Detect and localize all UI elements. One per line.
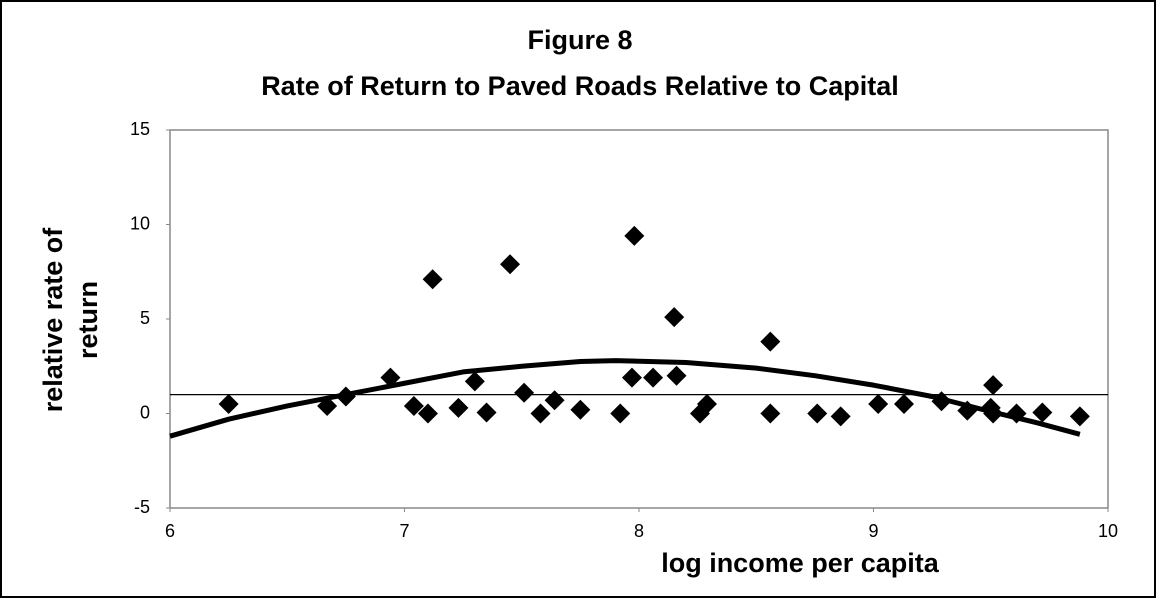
- point: [476, 402, 497, 423]
- point: [500, 254, 521, 275]
- point: [544, 390, 565, 411]
- y-axis-label: relative rate of: [38, 227, 68, 413]
- point: [931, 391, 952, 412]
- plot-area: [169, 129, 1109, 509]
- point: [218, 394, 239, 415]
- point: [957, 400, 978, 421]
- point: [664, 307, 685, 328]
- point: [514, 382, 535, 403]
- point: [317, 395, 338, 416]
- x-tick-label: 9: [868, 521, 878, 541]
- point: [422, 269, 443, 290]
- y-tick-label: 0: [140, 402, 150, 422]
- point: [983, 375, 1004, 396]
- point: [624, 225, 645, 246]
- point: [1006, 403, 1027, 424]
- point: [464, 371, 485, 392]
- point: [570, 399, 591, 420]
- x-axis-label: log income per capita: [661, 548, 940, 578]
- x-tick-label: 10: [1098, 521, 1118, 541]
- point: [697, 394, 718, 415]
- x-tick-label: 6: [165, 521, 175, 541]
- point: [530, 403, 551, 424]
- y-tick-label: 5: [140, 308, 150, 328]
- y-tick-label: 15: [130, 119, 150, 139]
- point: [417, 403, 438, 424]
- point: [448, 397, 469, 418]
- point: [1032, 402, 1053, 423]
- x-tick-label: 8: [634, 521, 644, 541]
- y-tick-label: -5: [134, 497, 150, 517]
- y-tick-label: 10: [130, 213, 150, 233]
- point: [868, 394, 889, 415]
- y-axis-label: return: [73, 281, 103, 359]
- chart-subtitle: Rate of Return to Paved Roads Relative t…: [261, 71, 899, 101]
- point: [403, 395, 424, 416]
- point: [830, 406, 851, 427]
- x-tick-label: 7: [399, 521, 409, 541]
- point: [893, 394, 914, 415]
- point: [760, 331, 781, 352]
- point: [807, 403, 828, 424]
- point: [335, 386, 356, 407]
- point: [1069, 406, 1090, 427]
- point: [643, 367, 664, 388]
- point: [380, 367, 401, 388]
- point: [983, 403, 1004, 424]
- chart-title: Figure 8: [527, 25, 632, 55]
- point: [621, 367, 642, 388]
- point: [610, 403, 631, 424]
- point: [760, 403, 781, 424]
- point: [666, 365, 687, 386]
